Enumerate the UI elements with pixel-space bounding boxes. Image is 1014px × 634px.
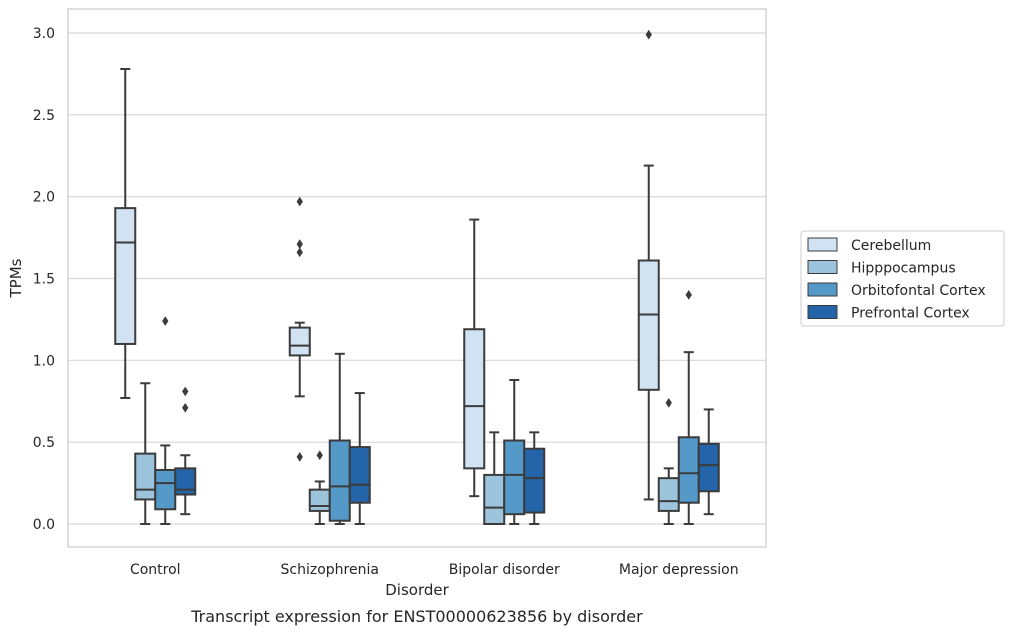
legend-label: Prefrontal Cortex <box>851 306 970 322</box>
outlier-point <box>665 398 672 408</box>
box <box>328 439 351 522</box>
box-group <box>114 68 137 399</box>
box-group <box>154 316 177 525</box>
box <box>308 488 331 512</box>
box-group <box>288 196 311 462</box>
y-axis-label: TPMs <box>7 258 25 298</box>
box <box>503 439 526 516</box>
x-tick-label: Control <box>130 562 181 578</box>
box <box>154 468 177 511</box>
y-tick-label: 2.0 <box>33 190 55 206</box>
box-group <box>348 392 371 525</box>
outlier-point <box>296 452 303 462</box>
y-tick-label: 2.5 <box>33 108 55 124</box>
box-group <box>697 408 720 516</box>
box-group <box>308 450 331 525</box>
box-group <box>483 431 506 525</box>
box <box>134 452 157 501</box>
x-axis-ticks: Control Schizophrenia Bipolar disorder Majo… <box>130 562 739 578</box>
box <box>348 446 371 504</box>
outlier-point <box>182 386 189 397</box>
box <box>697 442 720 493</box>
x-axis-label: Disorder <box>385 581 449 599</box>
box-group <box>637 29 660 501</box>
y-tick-label: 1.0 <box>33 353 55 369</box>
outlier-point <box>296 196 303 207</box>
y-tick-label: 3.0 <box>33 26 55 42</box>
legend-swatch <box>807 260 838 274</box>
box-group <box>657 398 680 525</box>
outlier-point <box>162 316 169 326</box>
box <box>114 207 137 345</box>
outlier-point <box>182 402 189 413</box>
outlier-point <box>316 450 323 461</box>
box-group <box>677 290 700 525</box>
legend-label: Cerebellum <box>851 238 931 254</box>
box <box>483 473 506 525</box>
x-tick-label: Major depression <box>619 562 739 578</box>
plot-frame <box>67 8 767 548</box>
box <box>174 467 197 496</box>
outlier-point <box>645 29 652 40</box>
legend-label: Hipppocampus <box>851 261 956 277</box>
box-group <box>523 431 546 525</box>
box-group <box>463 218 486 498</box>
box-plot-area <box>114 29 720 525</box>
box <box>657 477 680 512</box>
outlier-point <box>685 290 692 300</box>
y-tick-label: 0.5 <box>33 435 55 451</box>
legend-swatch <box>807 237 838 252</box>
box <box>288 326 311 357</box>
box-group <box>134 382 157 525</box>
y-tick-label: 0.0 <box>33 517 55 533</box>
outlier-point <box>296 239 303 249</box>
box-group <box>328 352 351 525</box>
chart-title: Transcript expression for ENST0000062385… <box>190 607 643 626</box>
x-tick-label: Bipolar disorder <box>449 562 560 578</box>
y-axis-ticks: 0.0 0.5 1.0 1.5 2.0 2.5 3.0 <box>33 26 55 533</box>
box <box>677 436 700 504</box>
y-tick-label: 1.5 <box>33 272 55 288</box>
legend-label: Orbitofontal Cortex <box>851 283 986 299</box>
grid-lines <box>68 32 766 525</box>
legend-frame <box>800 230 1005 327</box>
legend: Cerebellum Hipppocampus Orbitofontal Corte… <box>800 230 1005 327</box>
box <box>637 259 660 391</box>
box-group <box>503 378 526 525</box>
legend-swatch <box>807 282 838 297</box>
outlier-point <box>296 247 303 258</box>
x-tick-label: Schizophrenia <box>281 562 379 578</box>
box <box>463 328 486 470</box>
legend-swatch <box>807 305 838 319</box>
box <box>523 447 546 514</box>
box-group <box>174 386 197 516</box>
